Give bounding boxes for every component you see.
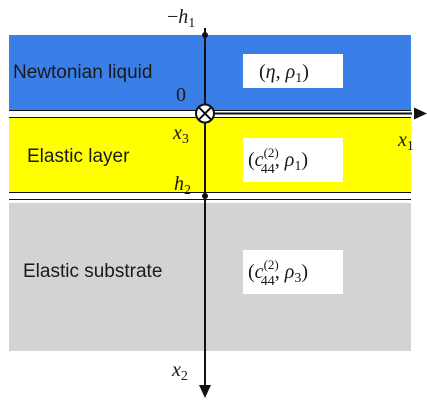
substrate-params-box bbox=[243, 250, 343, 294]
newtonian-liquid-layer bbox=[9, 35, 411, 110]
liquid-params-box bbox=[243, 54, 343, 88]
h2-label: h2 bbox=[174, 173, 191, 198]
minus-h1-dot bbox=[202, 32, 208, 38]
elastic-substrate-layer bbox=[9, 203, 411, 351]
h2-dot bbox=[202, 193, 208, 199]
minus-h1-label: −h1 bbox=[167, 6, 195, 31]
elastic-layer-name: Elastic layer bbox=[27, 146, 130, 167]
elastic-params-box bbox=[243, 138, 343, 182]
x3-into-page-icon bbox=[195, 103, 215, 124]
origin-zero-label: 0 bbox=[176, 84, 186, 106]
liquid-name: Newtonian liquid bbox=[13, 62, 152, 83]
x1-label: x1 bbox=[397, 129, 414, 154]
x3-label: x3 bbox=[172, 122, 189, 147]
substrate-name: Elastic substrate bbox=[23, 261, 162, 282]
x1-axis-arrowhead bbox=[414, 107, 427, 120]
elastic-layer bbox=[9, 118, 411, 192]
x2-axis-arrowhead bbox=[199, 385, 211, 398]
liquid-params: (η, ρ1) bbox=[259, 61, 309, 86]
x2-label: x2 bbox=[171, 359, 188, 384]
